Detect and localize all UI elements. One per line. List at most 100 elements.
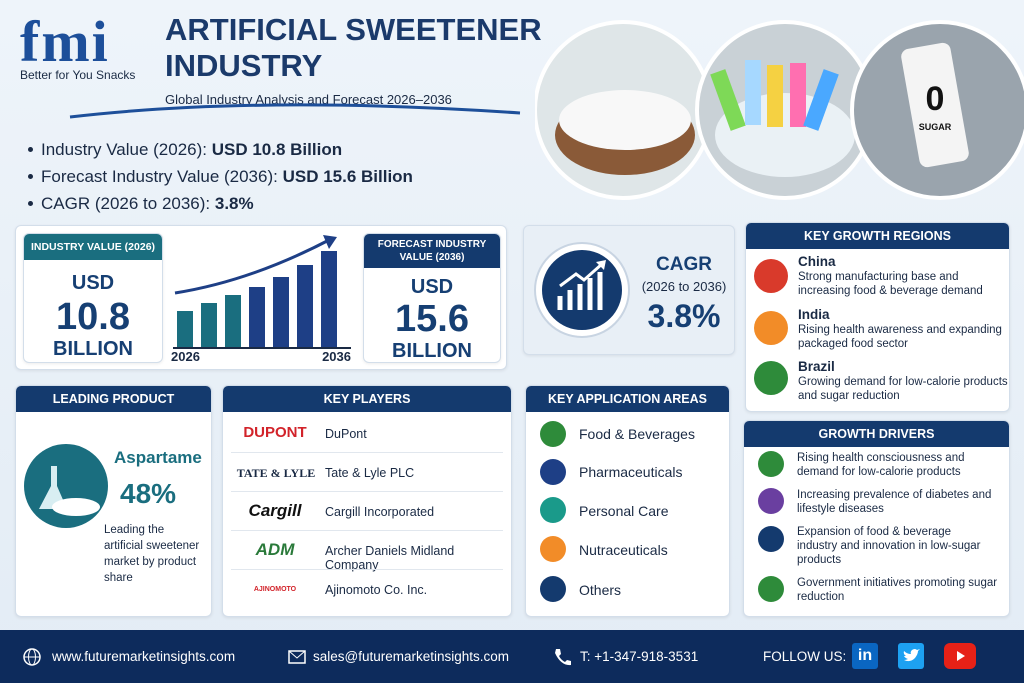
phone-icon xyxy=(555,649,571,666)
end-year: 2036 xyxy=(322,349,351,364)
product-text: Leading the artificial sweetener market … xyxy=(104,524,200,584)
region-text: Growing demand for low-calorie products … xyxy=(798,376,1008,402)
globe-icon xyxy=(23,648,41,666)
cagr-card: CAGR (2026 to 2036) 3.8% xyxy=(523,225,735,355)
region: China Strong manufacturing base and incre… xyxy=(798,255,1008,298)
linkedin[interactable]: in xyxy=(852,643,878,669)
highlight: CAGR (2026 to 2036): 3.8% xyxy=(28,190,413,217)
region: India Rising health awareness and expandi… xyxy=(798,308,1008,351)
cagr-icon xyxy=(534,242,630,338)
app-icon xyxy=(540,497,566,523)
driver-text: Expansion of food & beverage industry an… xyxy=(797,526,981,566)
app-name: Others xyxy=(579,582,622,598)
app-icon xyxy=(540,536,566,562)
amount: 10.8 xyxy=(56,296,130,338)
app-name: Food & Beverages xyxy=(579,426,695,442)
players-card: KEY PLAYERS DUPONT DuPont TATE & LYLE Ta… xyxy=(222,385,512,617)
cagr-value: 3.8% xyxy=(647,298,721,334)
driver-icon xyxy=(758,526,784,552)
player-logo: TATE & LYLE xyxy=(236,466,316,480)
driver-text: Government initiatives promoting sugar r… xyxy=(797,577,998,603)
highlight: Forecast Industry Value (2036): USD 15.6… xyxy=(28,163,413,190)
app-icon xyxy=(540,576,566,602)
driver-text: Rising health consciousness and demand f… xyxy=(797,452,965,478)
footer: www.futuremarketinsights.com sales@futur… xyxy=(0,630,1024,683)
product-icon xyxy=(24,444,108,528)
card-heading: KEY APPLICATION AREAS xyxy=(526,386,729,412)
driver-icon xyxy=(758,576,784,602)
unit: BILLION xyxy=(53,338,133,360)
product-share: 48% xyxy=(120,478,177,509)
photos: 0 SUGAR xyxy=(535,20,1024,200)
region-name: India xyxy=(798,307,830,322)
card-heading: GROWTH DRIVERS xyxy=(744,421,1009,447)
twitter[interactable] xyxy=(898,643,924,669)
region-name: China xyxy=(798,254,836,269)
driver-icon xyxy=(758,451,784,477)
flag xyxy=(754,259,788,293)
regions-card: KEY GROWTH REGIONS China Strong manufactu… xyxy=(745,222,1010,412)
follow-label: FOLLOW US: xyxy=(763,649,847,664)
highlights: Industry Value (2026): USD 10.8 Billion … xyxy=(28,136,413,217)
phone: T: +1-347-918-3531 xyxy=(580,649,699,664)
card-heading: KEY GROWTH REGIONS xyxy=(746,223,1009,249)
app-name: Nutraceuticals xyxy=(579,542,668,558)
email[interactable]: sales@futuremarketinsights.com xyxy=(313,649,510,664)
player-name: Cargill Incorporated xyxy=(325,505,435,519)
mail-icon xyxy=(288,650,306,664)
amount: 15.6 xyxy=(395,298,469,340)
player-logo: AJINOMOTO xyxy=(253,586,297,593)
logo: fmi xyxy=(20,9,110,74)
card-heading: FORECAST INDUSTRY VALUE (2036) xyxy=(364,234,500,268)
player-logo: Cargill xyxy=(248,501,302,520)
highlight-value: USD 10.8 Billion xyxy=(211,140,343,159)
highlight-label: Forecast Industry Value (2036): xyxy=(41,167,283,186)
swoosh xyxy=(69,103,521,119)
forecast-value: FORECAST INDUSTRY VALUE (2036) USD 15.6 … xyxy=(363,233,501,363)
product-card: LEADING PRODUCT Aspartame 48% Leading th… xyxy=(15,385,212,617)
currency: USD xyxy=(71,272,115,294)
highlight-label: Industry Value (2026): xyxy=(41,140,212,159)
flag xyxy=(754,361,788,395)
drivers-card: GROWTH DRIVERS Rising health consciousne… xyxy=(743,420,1010,617)
region-text: Strong manufacturing base and increasing… xyxy=(798,271,983,297)
highlight-value: 3.8% xyxy=(214,194,254,213)
can-number: 0 xyxy=(926,80,945,118)
industry-value: INDUSTRY VALUE (2026) USD 10.8 BILLION xyxy=(23,233,163,363)
product-name: Aspartame xyxy=(114,448,202,467)
player-name: Archer Daniels Midland Company xyxy=(325,544,455,572)
value-card: INDUSTRY VALUE (2026) USD 10.8 BILLION 2… xyxy=(15,225,507,370)
region-name: Brazil xyxy=(798,359,835,374)
player-name: Ajinomoto Co. Inc. xyxy=(325,583,428,597)
driver-icon xyxy=(758,488,784,514)
start-year: 2026 xyxy=(171,349,200,364)
player-name: Tate & Lyle PLC xyxy=(325,466,415,480)
applications-card: KEY APPLICATION AREAS Food & Beverages P… xyxy=(525,385,730,617)
driver-text: Increasing prevalence of diabetes and li… xyxy=(797,489,992,515)
card-heading: INDUSTRY VALUE (2026) xyxy=(24,234,162,260)
title: ARTIFICIAL SWEETENER INDUSTRY xyxy=(165,12,542,84)
website[interactable]: www.futuremarketinsights.com xyxy=(52,649,236,664)
highlight-value: USD 15.6 Billion xyxy=(282,167,413,186)
region-text: Rising health awareness and expanding pa… xyxy=(798,324,1002,350)
unit: BILLION xyxy=(392,340,472,362)
card-heading: LEADING PRODUCT xyxy=(16,386,211,412)
app-name: Pharmaceuticals xyxy=(579,464,683,480)
player-name: DuPont xyxy=(325,427,367,441)
region: Brazil Growing demand for low-calorie pro… xyxy=(798,360,1008,403)
app-icon xyxy=(540,459,566,485)
highlight-label: CAGR (2026 to 2036): xyxy=(41,194,215,213)
player-logo: ADM xyxy=(255,540,295,559)
youtube[interactable] xyxy=(944,643,976,669)
player-logo: DUPONT xyxy=(243,424,307,441)
subtitle: Global Industry Analysis and Forecast 20… xyxy=(165,92,452,107)
app-name: Personal Care xyxy=(579,503,669,519)
currency: USD xyxy=(410,276,454,298)
can-text: SUGAR xyxy=(919,122,952,132)
growth-chart: 2026 2036 xyxy=(171,235,351,364)
tagline: Better for You Snacks xyxy=(20,68,136,82)
cagr-heading: CAGR xyxy=(656,254,712,275)
highlight: Industry Value (2026): USD 10.8 Billion xyxy=(28,136,413,163)
flag xyxy=(754,311,788,345)
